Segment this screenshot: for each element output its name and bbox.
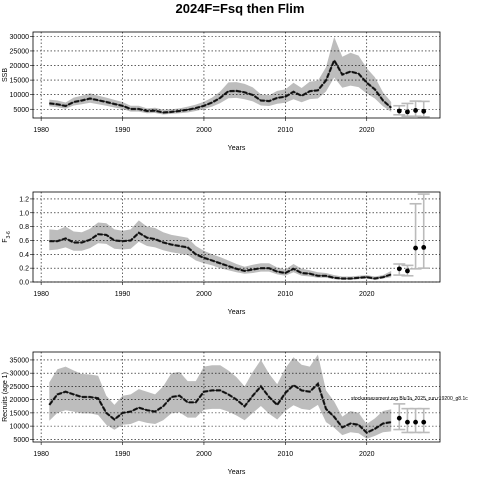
estimate-line-core <box>49 232 392 279</box>
x-tick-label: 2010 <box>278 451 294 458</box>
projection-point <box>413 108 418 113</box>
y-tick-label: 0.0 <box>19 280 29 287</box>
panel-recruitment: 1980 1990 2000 2010 2020 5000 10000 15000 20000 2… <box>2 351 468 476</box>
confidence-band <box>49 220 392 280</box>
figure-title: 2024F=Fsq then Flim <box>176 1 305 16</box>
y-tick-label: 30000 <box>10 371 30 378</box>
x-tick-label: 1990 <box>115 291 131 298</box>
y-axis-label: Recruits (age 1) <box>2 372 9 422</box>
y-tick-label: 1.2 <box>19 196 29 203</box>
x-axis-label: Years <box>228 145 246 152</box>
x-tick-label: 1980 <box>33 291 49 298</box>
x-tick-label: 1980 <box>33 451 49 458</box>
projection-point <box>413 245 418 251</box>
x-tick-label: 1990 <box>115 451 131 458</box>
y-tick-label: 35000 <box>10 357 30 364</box>
y-tick-label: 10000 <box>10 92 30 99</box>
plot-frame <box>32 351 441 443</box>
x-tick-label: 1980 <box>33 127 49 134</box>
projection-point <box>396 415 402 421</box>
projection-point <box>421 419 427 425</box>
y-tick-label: 25000 <box>10 48 30 55</box>
plot-frame <box>32 31 441 119</box>
x-tick-label: 2000 <box>196 291 212 298</box>
y-tick-label: 5000 <box>13 437 29 444</box>
x-tick-label: 2000 <box>196 127 212 134</box>
figure-note: stockassessment.org BluTa_2025_run.r1920… <box>351 396 468 402</box>
y-axis-label-subscript: 3-6 <box>6 231 12 238</box>
x-tick-label: 2010 <box>278 291 294 298</box>
x-tick-label: 2020 <box>359 127 375 134</box>
projection-point <box>421 108 427 114</box>
y-axis-label: F3-6 <box>2 231 12 243</box>
y-tick-label: 0.6 <box>19 238 29 245</box>
y-tick-label: 0.2 <box>19 266 29 273</box>
panel-ssb: 1980 1990 2000 2010 2020 5000 10000 15000 20000 2… <box>2 31 441 152</box>
y-tick-label: 15000 <box>10 78 30 85</box>
projection-point <box>396 266 402 272</box>
x-axis-label: Years <box>228 309 246 316</box>
y-tick-label: 15000 <box>10 410 30 417</box>
projection-point <box>421 244 427 250</box>
projection-point <box>405 268 410 274</box>
x-tick-label: 2020 <box>359 291 375 298</box>
projection-point <box>413 419 418 425</box>
x-axis-label: Years <box>228 469 246 476</box>
plot-frame <box>32 191 441 283</box>
panel-f: 1980 1990 2000 2010 2020 0.0 0.2 0.4 0.6 0.8 1.0 1.… <box>2 191 441 316</box>
y-tick-label: 1.0 <box>19 210 29 217</box>
y-tick-label: 20000 <box>10 63 30 70</box>
projection-point <box>396 108 402 114</box>
estimate-line-core <box>49 383 392 434</box>
y-tick-label: 0.8 <box>19 224 29 231</box>
x-tick-label: 1990 <box>115 127 131 134</box>
y-tick-label: 5000 <box>13 107 29 114</box>
x-tick-label: 2020 <box>359 451 375 458</box>
chart-panels: 1980 1990 2000 2010 2020 5000 10000 15000 20000 2… <box>2 31 468 476</box>
y-tick-label: 30000 <box>10 34 30 41</box>
estimate-line-core <box>49 59 392 113</box>
y-tick-label: 20000 <box>10 397 30 404</box>
y-axis-label: SSB <box>2 68 9 82</box>
confidence-band <box>49 354 392 439</box>
y-tick-label: 10000 <box>10 424 30 431</box>
x-tick-label: 2000 <box>196 451 212 458</box>
y-tick-label: 0.4 <box>19 252 29 259</box>
x-tick-label: 2010 <box>278 127 294 134</box>
projection-point <box>405 419 410 425</box>
projection-point <box>405 109 410 115</box>
confidence-band <box>49 37 392 115</box>
y-tick-label: 25000 <box>10 384 30 391</box>
